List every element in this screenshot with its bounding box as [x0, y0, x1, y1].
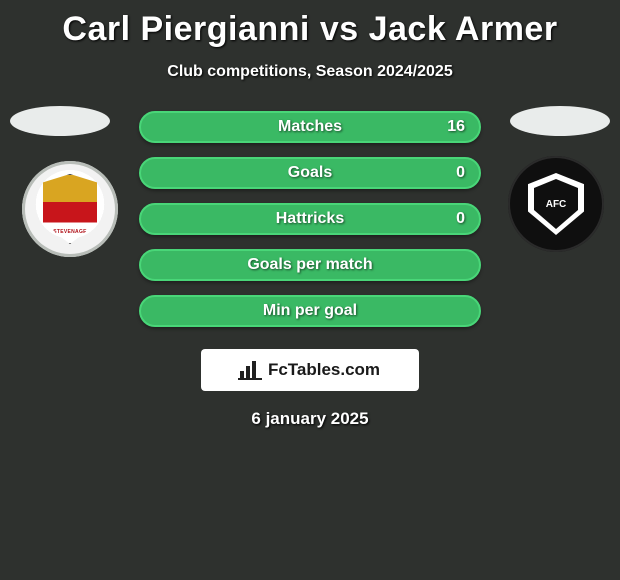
stat-bar-min-per-goal: Min per goal [139, 295, 481, 327]
stat-bar-label: Min per goal [263, 302, 357, 320]
stat-bar-label: Hattricks [276, 210, 344, 228]
stat-bar-goals-per-match: Goals per match [139, 249, 481, 281]
club-crest-right: AFC [508, 156, 604, 252]
stat-bar-value: 16 [447, 118, 465, 136]
stat-bar-label: Matches [278, 118, 342, 136]
club-crest-left [22, 161, 118, 257]
player-chip-left [10, 106, 110, 136]
stat-bar-value: 0 [456, 164, 465, 182]
date-line: 6 january 2025 [0, 409, 620, 429]
stat-bars: Matches 16 Goals 0 Hattricks 0 Goals per… [139, 111, 481, 327]
branding-badge: FcTables.com [201, 349, 419, 391]
shield-icon: AFC [528, 173, 584, 235]
stat-bar-goals: Goals 0 [139, 157, 481, 189]
stat-bar-matches: Matches 16 [139, 111, 481, 143]
stats-area: AFC Matches 16 Goals 0 Hattricks 0 Goals… [0, 111, 620, 341]
shield-icon [40, 174, 100, 244]
player-chip-right [510, 106, 610, 136]
stat-bar-value: 0 [456, 210, 465, 228]
page-title: Carl Piergianni vs Jack Armer [0, 0, 620, 49]
bar-chart-icon [240, 361, 262, 379]
club-crest-right-label: AFC [534, 179, 578, 229]
branding-text: FcTables.com [268, 360, 380, 380]
stat-bar-label: Goals [288, 164, 332, 182]
subtitle: Club competitions, Season 2024/2025 [0, 63, 620, 81]
stat-bar-hattricks: Hattricks 0 [139, 203, 481, 235]
stat-bar-label: Goals per match [247, 256, 372, 274]
